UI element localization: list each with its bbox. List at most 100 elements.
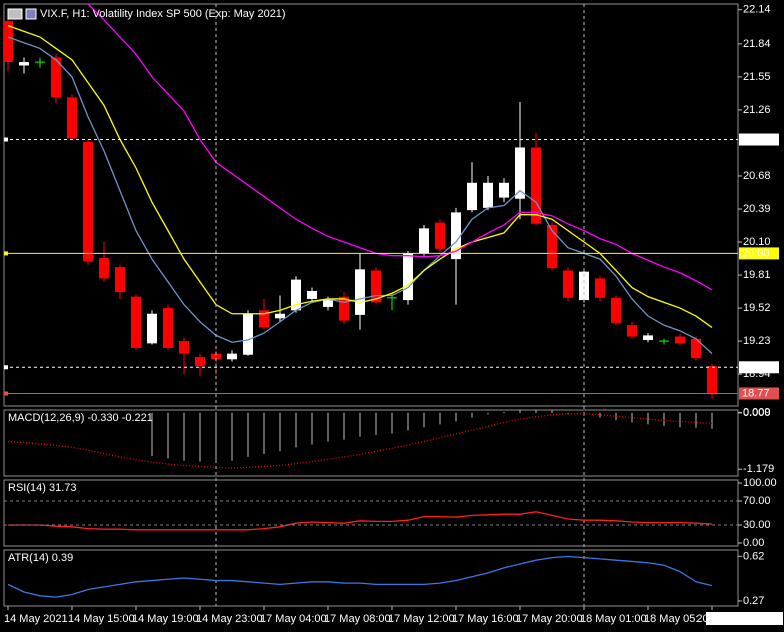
- y-tick-label: -1.179: [743, 463, 774, 475]
- candle-body: [51, 57, 61, 98]
- histogram-bar: [263, 412, 265, 454]
- y-tick-label: 21.84: [743, 38, 771, 50]
- candle-body: [275, 313, 285, 319]
- candle-body: [547, 224, 557, 269]
- x-tick-label: 17 May 20:00: [516, 613, 583, 625]
- histogram-bar: [167, 412, 169, 459]
- histogram-bar: [151, 412, 153, 456]
- histogram-bar: [407, 412, 409, 431]
- indicator-line: [7, 555, 713, 598]
- candle-body: [451, 212, 461, 260]
- x-tick-label: 17 May 16:00: [452, 613, 519, 625]
- plot-area: [8, 511, 713, 531]
- y-tick-label: 19.81: [743, 269, 771, 281]
- candle-body: [435, 222, 445, 249]
- x-tick-label: 17 May 08:00: [324, 613, 391, 625]
- candle-body: [595, 278, 605, 298]
- candle-body: [355, 269, 365, 315]
- title-icon: [7, 8, 23, 20]
- candle-body: [83, 141, 93, 262]
- level-label-box: [739, 361, 779, 374]
- candle-body: [419, 228, 429, 254]
- x-tick-label: 17 May 04:00: [260, 613, 327, 625]
- histogram-bar: [503, 411, 505, 413]
- candle-body: [227, 353, 237, 360]
- histogram-bar: [631, 412, 633, 423]
- level-label-box: [739, 247, 779, 260]
- level-marker: [4, 391, 8, 396]
- level-label: 19.00: [742, 361, 770, 373]
- y-tick-label: 20.68: [743, 170, 771, 182]
- indicator-label: RSI(14) 31.73: [8, 482, 76, 494]
- level-label-box: [739, 387, 779, 400]
- candle-body: [4, 21, 13, 63]
- indicator-line: [87, 4, 713, 291]
- x-tick-label: 18 May 05:: [644, 613, 698, 625]
- histogram-bar: [711, 412, 713, 429]
- candle-body: [323, 300, 333, 307]
- y-tick-label: 0.27: [743, 595, 764, 607]
- title-icon: [25, 8, 37, 20]
- y-tick-label: 0.00: [743, 537, 764, 549]
- histogram-bar: [647, 412, 649, 425]
- level-label-box: [739, 133, 779, 146]
- histogram-bar: [599, 412, 601, 418]
- y-tick-label: 0.000: [743, 407, 771, 419]
- y-tick-label: 19.23: [743, 335, 771, 347]
- y-tick-label: 22.14: [743, 4, 771, 16]
- candle-body: [19, 62, 29, 66]
- level-label: 18.77: [742, 387, 770, 399]
- candle-body: [611, 297, 621, 323]
- histogram-bar: [231, 412, 233, 461]
- y-tick-label: 0.009: [743, 406, 771, 418]
- histogram-bar: [679, 412, 681, 428]
- histogram-bar: [279, 412, 281, 452]
- level-marker: [4, 365, 8, 370]
- candle-body: [643, 335, 653, 340]
- histogram-bar: [439, 412, 441, 425]
- candle-body: [707, 366, 717, 394]
- candle-body: [563, 270, 573, 298]
- y-tick-label: 21.55: [743, 71, 771, 83]
- histogram-bar: [391, 412, 393, 434]
- candle-body: [115, 267, 125, 293]
- candle-body: [211, 353, 221, 360]
- plot-area: [7, 555, 713, 598]
- y-tick-label: 19.52: [743, 302, 771, 314]
- histogram-bar: [375, 412, 377, 435]
- histogram-bar: [311, 412, 313, 445]
- histogram-bar: [663, 412, 665, 426]
- x-tick-label: 14 May 2021: [4, 613, 68, 625]
- histogram-bar: [455, 412, 457, 422]
- x-tick-label: 18 May 01:00: [580, 613, 647, 625]
- level-label: 20.00: [742, 247, 770, 259]
- histogram-bar: [327, 412, 329, 442]
- candle-body: [371, 270, 381, 303]
- histogram-bar: [567, 412, 569, 414]
- x-tick-label: 2021.05.18 10:00: [696, 613, 782, 625]
- x-tick-label: 14 May 19:00: [132, 613, 199, 625]
- y-tick-label: 20.39: [743, 203, 771, 215]
- candle-body: [483, 182, 493, 208]
- candle-body: [147, 313, 157, 344]
- histogram-bar: [535, 410, 537, 413]
- x-tick-label: 17 May 12:00: [388, 613, 455, 625]
- histogram-bar: [343, 412, 345, 440]
- histogram-bar: [359, 412, 361, 437]
- histogram-bar: [487, 412, 489, 415]
- candle-body: [131, 296, 141, 348]
- y-tick-label: 30.00: [743, 519, 771, 531]
- candle-body: [243, 313, 253, 355]
- x-tick-label: 14 May 23:00: [196, 613, 263, 625]
- y-tick-label: 0.62: [743, 550, 764, 562]
- candle-body: [259, 310, 269, 328]
- indicator-label: MACD(12,26,9) -0.330 -0.221: [8, 412, 153, 424]
- histogram-bar: [199, 412, 201, 462]
- histogram-bar: [215, 412, 217, 462]
- x-tick-label: 14 May 15:00: [68, 613, 135, 625]
- candle-body: [339, 296, 349, 321]
- indicator-line: [7, 413, 713, 469]
- histogram-bar: [247, 412, 249, 457]
